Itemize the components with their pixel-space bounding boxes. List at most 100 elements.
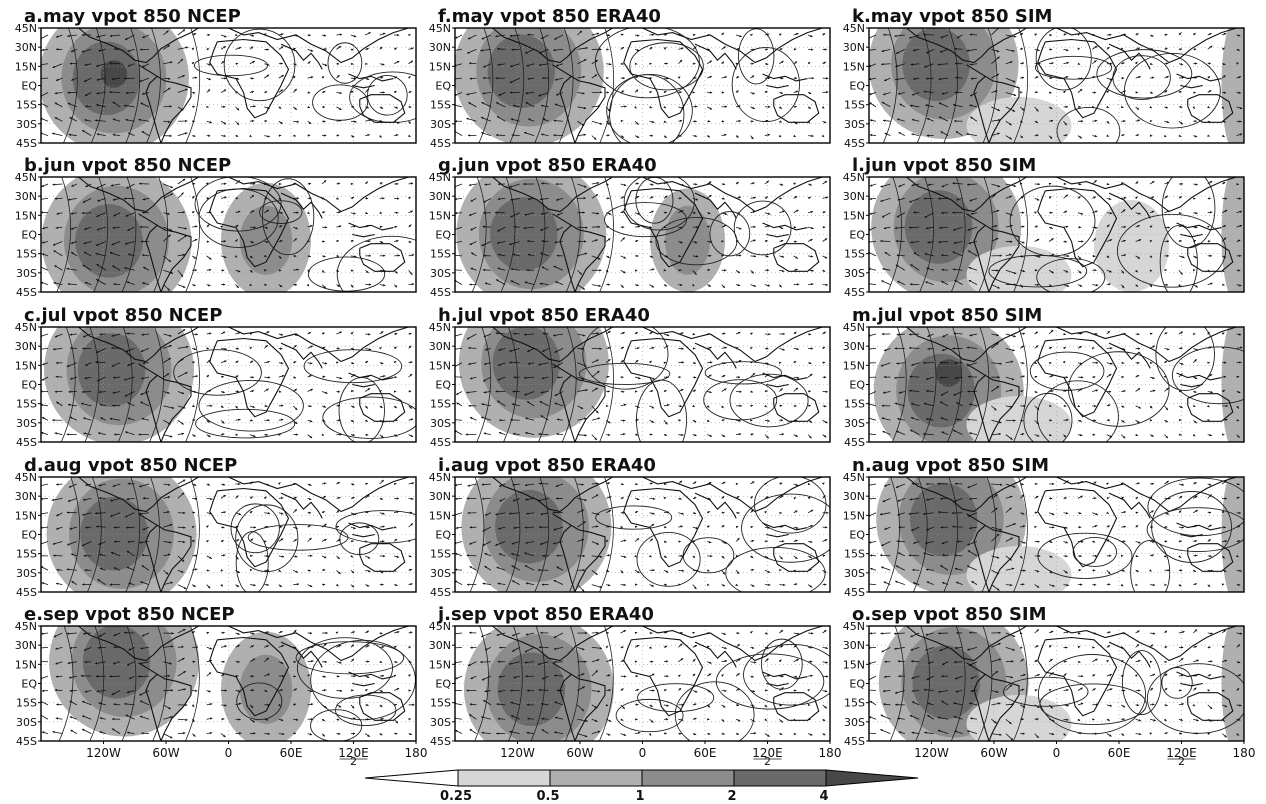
- map-field: [869, 327, 1244, 442]
- lon-tick-label: 180: [819, 746, 842, 760]
- panel-title: i.aug vpot 850 ERA40: [438, 455, 656, 476]
- shading-contour: [1221, 477, 1244, 592]
- shading-contour: [966, 546, 1072, 592]
- lat-tick-label: 15N: [15, 60, 37, 73]
- wind-vectors: [869, 28, 1243, 140]
- lat-tick-label: 45S: [16, 436, 37, 449]
- lon-tick-label: 0: [639, 746, 647, 760]
- lon-tick-label: 60E: [1108, 746, 1131, 760]
- shading-contour: [909, 482, 978, 557]
- lat-tick-label: 15S: [430, 548, 451, 561]
- lat-tick-label: EQ: [435, 529, 451, 542]
- vpot-contours: [469, 477, 830, 592]
- lat-tick-label: 30S: [430, 118, 451, 131]
- lat-tick-label: 30N: [429, 490, 451, 503]
- lon-tick-label: 60E: [280, 746, 303, 760]
- map-field: [869, 177, 1244, 292]
- wind-vectors: [41, 628, 415, 739]
- lat-tick-label: 30S: [430, 267, 451, 280]
- lat-tick-label: EQ: [435, 80, 451, 93]
- wind-vectors: [41, 479, 415, 590]
- lat-tick-label: 45N: [15, 471, 37, 484]
- coastlines: [492, 477, 823, 592]
- lat-tick-label: 30S: [430, 417, 451, 430]
- lat-tick-label: 30N: [15, 639, 37, 652]
- lat-tick-label: 15N: [843, 658, 865, 671]
- wind-vectors: [41, 178, 415, 291]
- lat-tick-label: 30N: [429, 41, 451, 54]
- shading-contour: [1221, 177, 1244, 292]
- map-field: [455, 477, 830, 592]
- lat-tick-label: EQ: [21, 80, 37, 93]
- lat-tick-label: 45N: [843, 471, 865, 484]
- shading-contour: [497, 652, 566, 727]
- map-field: [41, 177, 416, 292]
- lat-tick-label: 45N: [429, 471, 451, 484]
- lat-tick-label: 15S: [430, 398, 451, 411]
- lat-tick-label: 15S: [16, 248, 37, 261]
- lat-tick-label: EQ: [21, 678, 37, 691]
- lat-tick-label: 15N: [843, 60, 865, 73]
- lat-tick-label: 30N: [429, 190, 451, 203]
- colorbar-label: 4: [819, 789, 828, 804]
- lat-tick-label: 30S: [844, 716, 865, 729]
- colorbar-label: 1: [635, 789, 644, 804]
- lat-tick-label: 15S: [16, 99, 37, 112]
- panel-title: b.jun vpot 850 NCEP: [24, 155, 231, 176]
- lat-tick-label: 30N: [843, 190, 865, 203]
- shading-contour: [1221, 327, 1244, 442]
- lon-tick-subscript: 2: [764, 755, 771, 768]
- lat-tick-label: 45N: [843, 22, 865, 35]
- lon-tick-label: 60W: [152, 746, 179, 760]
- lat-tick-label: 45S: [16, 137, 37, 150]
- lat-tick-label: 30N: [843, 490, 865, 503]
- map-field: [455, 28, 830, 143]
- lon-tick-label: 120W: [500, 746, 535, 760]
- lat-tick-label: 30N: [15, 490, 37, 503]
- shading-contour: [1221, 626, 1244, 741]
- coastlines: [78, 626, 409, 741]
- lat-tick-label: 45S: [844, 735, 865, 748]
- coastlines: [906, 177, 1237, 292]
- lat-tick-label: 15S: [430, 248, 451, 261]
- shading-contour: [904, 190, 973, 264]
- wind-vectors: [869, 179, 1243, 289]
- shading-contour: [966, 246, 1072, 292]
- wind-vectors: [455, 480, 829, 592]
- lat-tick-label: 15N: [429, 359, 451, 372]
- shading-contour: [495, 489, 563, 564]
- lat-tick-label: 15N: [843, 509, 865, 522]
- lat-tick-label: 15S: [844, 99, 865, 112]
- shading-contour: [966, 97, 1072, 143]
- shading-contour: [75, 204, 143, 278]
- panel-title: e.sep vpot 850 NCEP: [24, 604, 235, 625]
- lat-tick-label: 45S: [430, 436, 451, 449]
- shading-contour: [100, 60, 128, 88]
- coastlines: [492, 327, 823, 442]
- lon-tick-label: 180: [1233, 746, 1256, 760]
- lat-tick-label: 45N: [15, 22, 37, 35]
- lat-tick-label: 30N: [429, 340, 451, 353]
- shading-contour: [1221, 28, 1244, 143]
- coastlines: [78, 477, 409, 592]
- vpot-contours: [63, 28, 416, 143]
- map-field: [455, 327, 830, 442]
- lat-tick-label: EQ: [21, 529, 37, 542]
- lon-tick-label: 120W: [86, 746, 121, 760]
- map-field: [869, 28, 1244, 143]
- wind-vectors: [41, 328, 414, 439]
- colorbar-under-triangle: [364, 769, 459, 787]
- lat-tick-label: 45N: [429, 321, 451, 334]
- lon-tick-label: 60W: [566, 746, 593, 760]
- lat-tick-label: 30S: [844, 267, 865, 280]
- map-field: [869, 626, 1244, 741]
- coastlines: [492, 177, 823, 292]
- lat-tick-label: 15N: [15, 509, 37, 522]
- coastlines: [78, 327, 409, 442]
- colorbar-label: 2: [727, 789, 736, 804]
